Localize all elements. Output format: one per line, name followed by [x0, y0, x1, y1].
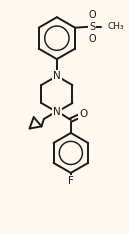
- Text: O: O: [88, 10, 96, 20]
- Text: S: S: [89, 22, 95, 32]
- Text: F: F: [68, 176, 74, 186]
- Text: CH₃: CH₃: [108, 22, 125, 31]
- Text: O: O: [88, 34, 96, 44]
- Text: N: N: [53, 107, 61, 117]
- Text: N: N: [53, 71, 61, 81]
- Text: O: O: [80, 109, 88, 119]
